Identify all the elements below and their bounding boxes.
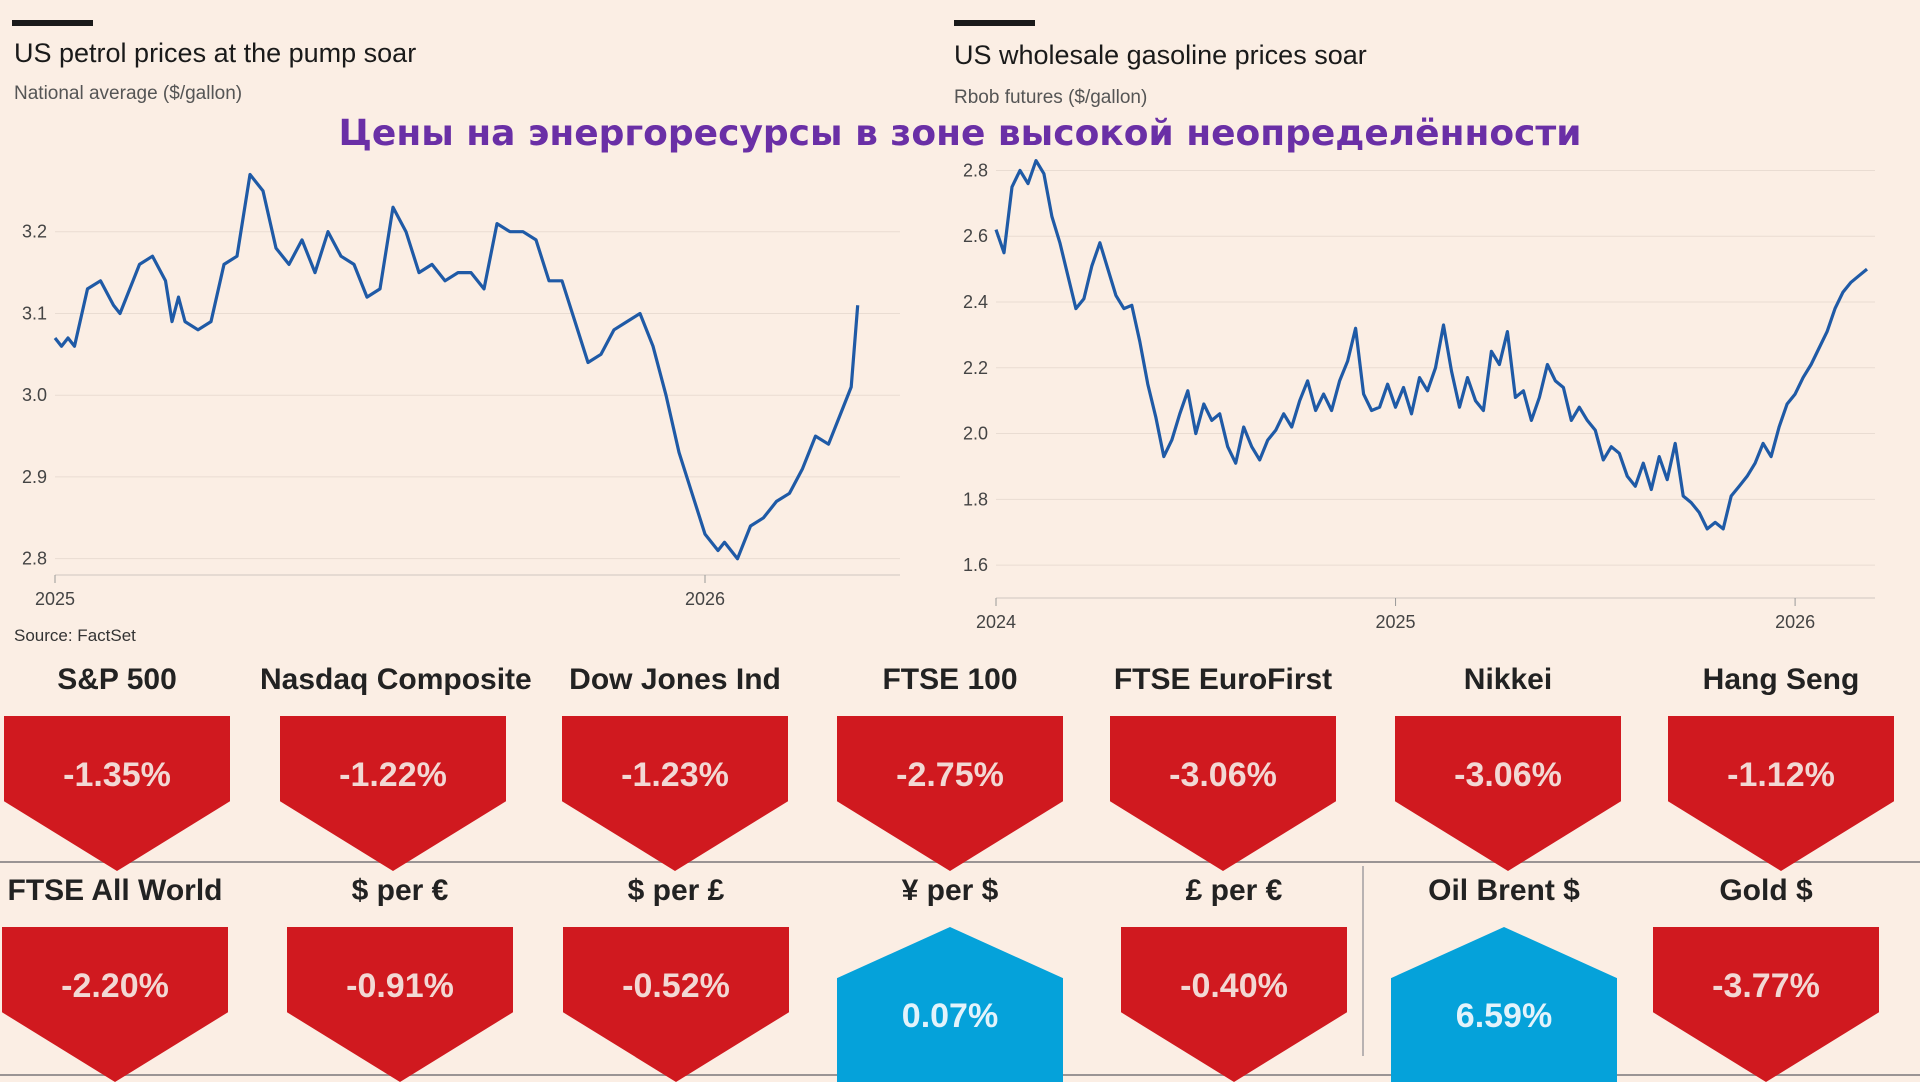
chart1-title: US petrol prices at the pump soar <box>14 38 417 68</box>
y-tick-label: 1.8 <box>963 489 988 509</box>
column-divider <box>1362 866 1364 1056</box>
tile-value: -3.77% <box>1712 967 1820 1005</box>
tile-label: S&P 500 <box>57 663 177 696</box>
y-tick-label: 2.6 <box>963 226 988 246</box>
y-tick-label: 2.9 <box>22 467 47 487</box>
chart2-top-bar <box>954 20 1035 26</box>
tile-value: -1.35% <box>63 756 171 794</box>
tile-label: Nikkei <box>1463 663 1553 696</box>
market-tile: FTSE All World -2.20% <box>2 874 228 1082</box>
y-tick-label: 1.6 <box>963 555 988 575</box>
tile-label: FTSE 100 <box>882 663 1018 696</box>
x-tick-label: 2025 <box>35 589 75 609</box>
tile-value: -2.75% <box>896 756 1004 794</box>
y-tick-label: 3.2 <box>22 222 47 242</box>
market-tile: FTSE EuroFirst -3.06% <box>1110 663 1336 871</box>
tile-label: ¥ per $ <box>901 874 999 907</box>
y-tick-label: 2.2 <box>963 358 988 378</box>
series-line <box>53 172 860 561</box>
tile-label: Hang Seng <box>1702 663 1860 696</box>
y-tick-label: 2.8 <box>22 549 47 569</box>
series-line <box>994 159 1869 531</box>
market-tile: S&P 500 -1.35% <box>4 663 230 871</box>
tile-value: -0.91% <box>346 967 454 1005</box>
market-tile: Dow Jones Ind -1.23% <box>562 663 788 871</box>
tile-value: -3.06% <box>1454 756 1562 794</box>
tile-value: -1.22% <box>339 756 447 794</box>
tile-label: $ per € <box>351 874 449 907</box>
market-tile: Oil Brent $ 6.59% <box>1391 874 1617 1082</box>
market-tile: Hang Seng -1.12% <box>1668 663 1894 871</box>
market-tile: Gold $ -3.77% <box>1653 874 1879 1082</box>
market-tile: Nasdaq Composite -1.22% <box>260 663 532 871</box>
chart2-plot: 1.6 1.8 2.0 2.2 2.4 2.6 2.8 2024 2025 2026 <box>963 159 1875 632</box>
tile-value: -0.52% <box>622 967 730 1005</box>
chart1-plot: 2.8 2.9 3.0 3.1 3.2 2025 2026 <box>22 172 900 609</box>
tile-value: 0.07% <box>901 997 999 1035</box>
tile-label: Oil Brent $ <box>1428 874 1580 907</box>
tile-label: £ per € <box>1185 874 1283 907</box>
market-tile: $ per £ -0.52% <box>563 874 789 1082</box>
y-tick-label: 2.4 <box>963 292 988 312</box>
chart1-source: Source: FactSet <box>14 626 136 645</box>
x-tick-label: 2025 <box>1376 612 1416 632</box>
tile-label: FTSE EuroFirst <box>1113 663 1333 696</box>
market-tile: FTSE 100 -2.75% <box>837 663 1063 871</box>
tile-label: Gold $ <box>1719 874 1813 907</box>
x-tick-label: 2026 <box>685 589 725 609</box>
y-tick-label: 2.0 <box>963 424 988 444</box>
page-title: Цены на энергоресурсы в зоне высокой нео… <box>338 113 1582 154</box>
x-tick-label: 2026 <box>1775 612 1815 632</box>
tile-value: -2.20% <box>61 967 169 1005</box>
chart2-subtitle: Rbob futures ($/gallon) <box>954 87 1148 108</box>
chart1-subtitle: National average ($/gallon) <box>14 83 243 104</box>
x-tick-label: 2024 <box>976 612 1016 632</box>
tile-value: -1.23% <box>621 756 729 794</box>
y-tick-label: 3.0 <box>22 385 47 405</box>
market-tile: $ per € -0.91% <box>287 874 513 1082</box>
market-tile: Nikkei -3.06% <box>1395 663 1621 871</box>
tile-label: FTSE All World <box>7 874 223 907</box>
tile-value: 6.59% <box>1455 997 1553 1035</box>
market-tile: £ per € -0.40% <box>1121 874 1347 1082</box>
tile-label: Dow Jones Ind <box>569 663 781 696</box>
tile-value: -1.12% <box>1727 756 1835 794</box>
tile-label: $ per £ <box>627 874 725 907</box>
tile-value: -3.06% <box>1169 756 1277 794</box>
market-tile: ¥ per $ 0.07% <box>837 874 1063 1082</box>
y-tick-label: 3.1 <box>22 303 47 323</box>
tile-value: -0.40% <box>1180 967 1288 1005</box>
chart1-top-bar <box>12 20 93 26</box>
tile-label: Nasdaq Composite <box>260 663 532 696</box>
y-tick-label: 2.8 <box>963 160 988 180</box>
chart2-title: US wholesale gasoline prices soar <box>954 40 1367 70</box>
